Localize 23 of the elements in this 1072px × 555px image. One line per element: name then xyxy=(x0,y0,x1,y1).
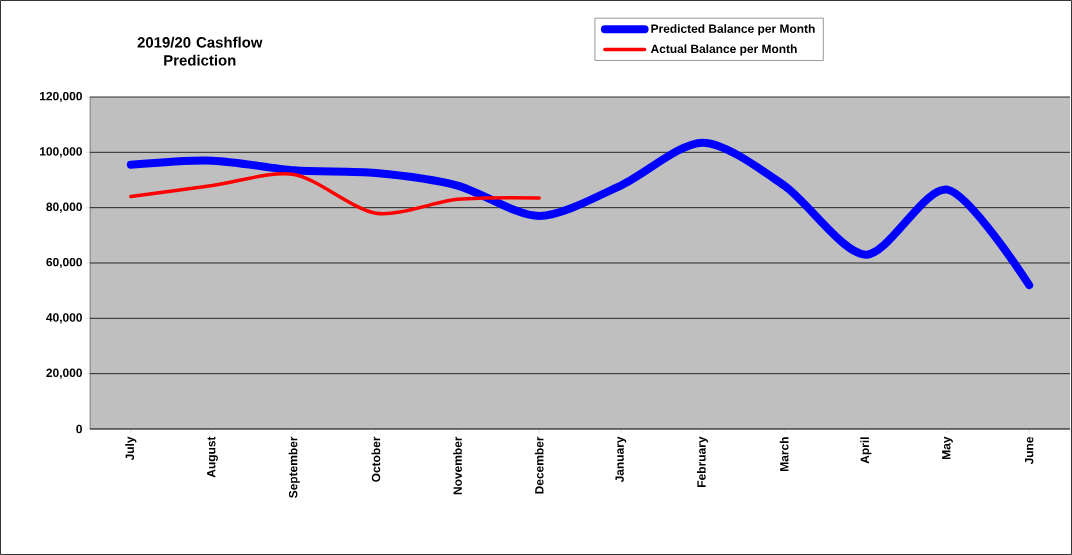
y-tick-label: 0 xyxy=(76,424,82,434)
chart-title: 2019/20 Cashflow Prediction xyxy=(137,36,263,66)
y-tick-label: 120,000 xyxy=(40,91,82,103)
x-tick-label: September xyxy=(288,436,300,498)
x-tick-label: October xyxy=(371,436,381,482)
legend-label: Actual Balance per Month xyxy=(650,44,797,56)
x-tick-label: May xyxy=(942,436,953,459)
y-tick-label: 20,000 xyxy=(46,368,82,379)
x-tick-label: February xyxy=(696,436,709,487)
y-tick-label: 100,000 xyxy=(40,147,82,158)
legend-label: Predicted Balance per Month xyxy=(651,24,815,36)
x-tick-label: July xyxy=(125,436,137,461)
x-tick-label: March xyxy=(779,437,789,471)
y-tick-label: 80,000 xyxy=(46,202,82,213)
line-series xyxy=(129,172,541,216)
x-tick-label: June xyxy=(1025,436,1034,465)
x-tick-label: April xyxy=(860,437,872,464)
x-tick-label: December xyxy=(534,436,544,494)
x-tick-label: January xyxy=(615,436,627,483)
x-tick-label: November xyxy=(453,436,462,495)
x-tick-label: August xyxy=(207,436,218,478)
y-tick-label: 60,000 xyxy=(46,257,82,269)
y-tick-label: 40,000 xyxy=(46,313,82,324)
